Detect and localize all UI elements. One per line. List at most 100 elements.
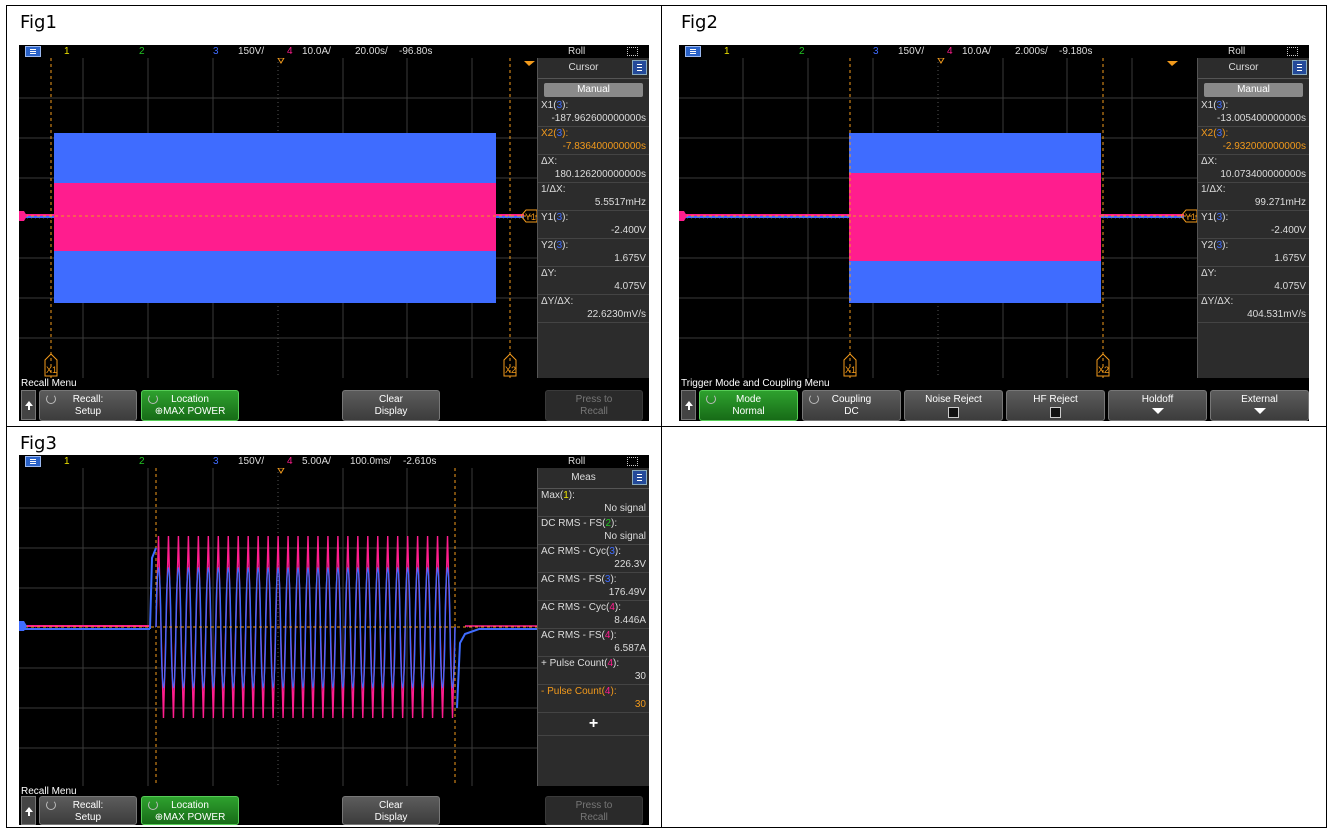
row-label: 1/ΔX: xyxy=(541,184,646,196)
cursor-row[interactable]: Y1(3): -2.400V xyxy=(538,211,649,239)
measurement-row[interactable]: AC RMS - FS(4): 6.587A xyxy=(538,629,649,657)
cursor-row[interactable]: ΔY/ΔX: 22.6230mV/s xyxy=(538,295,649,323)
rotate-knob-icon xyxy=(809,394,819,404)
svg-text:X1: X1 xyxy=(845,365,856,375)
cursor-row[interactable]: X1(3): -187.962600000000s xyxy=(538,99,649,127)
cursor-row[interactable]: X1(3): -13.005400000000s xyxy=(1198,99,1309,127)
ch4-label[interactable]: 4 xyxy=(287,45,293,58)
measurement-row[interactable]: DC RMS - FS(2): No signal xyxy=(538,517,649,545)
row-label: ΔY/ΔX: xyxy=(1201,296,1306,308)
softkey-bar: Recall Menu Recall: Setup Location ⊕MAX POW… xyxy=(19,378,649,421)
softkey-holdoff[interactable]: Holdoff xyxy=(1108,390,1207,421)
ch3-label[interactable]: 3 xyxy=(873,45,879,58)
row-label-text: AC RMS - Cyc( xyxy=(541,546,609,557)
scope-fig3: 1 2 3 150V/ 4 5.00A/ 100.0ms/ -2.610s Ro… xyxy=(19,455,649,825)
softkey-noise-reject[interactable]: Noise Reject xyxy=(904,390,1003,421)
cursor-row[interactable]: 1/ΔX: 5.5517mHz xyxy=(538,183,649,211)
row-label-suffix: ): xyxy=(610,686,616,697)
add-measurement-button[interactable]: + xyxy=(538,713,649,736)
softkey-value: Display xyxy=(343,812,439,824)
cursor-row[interactable]: Y2(3): 1.675V xyxy=(538,239,649,267)
cursor-row[interactable]: Y1(3): -2.400V xyxy=(1198,211,1309,239)
measurement-row[interactable]: + Pulse Count(4): 30 xyxy=(538,657,649,685)
row-label: Y1(3): xyxy=(541,212,646,224)
ch2-label[interactable]: 2 xyxy=(139,45,145,58)
row-label: Y2(3): xyxy=(1201,240,1306,252)
ch2-label[interactable]: 2 xyxy=(139,455,145,468)
row-label-suffix: ): xyxy=(1222,128,1228,139)
measurement-row[interactable]: Max(1): No signal xyxy=(538,489,649,517)
row-label-text: X1( xyxy=(541,100,557,111)
softkey-coupling[interactable]: Coupling DC xyxy=(802,390,901,421)
screen-icon[interactable] xyxy=(627,457,638,466)
ch1-label[interactable]: 1 xyxy=(64,45,70,58)
menu-icon[interactable] xyxy=(685,46,701,57)
softkey-value: Setup xyxy=(40,406,136,418)
cursor-row[interactable]: ΔY/ΔX: 404.531mV/s xyxy=(1198,295,1309,323)
softkey-recall[interactable]: Recall: Setup xyxy=(39,390,137,421)
status-bar: 1 2 3 150V/ 4 10.0A/ 2.000s/ -9.180s Rol… xyxy=(679,45,1309,58)
manual-button[interactable]: Manual xyxy=(544,83,643,97)
ch1-label[interactable]: 1 xyxy=(64,455,70,468)
timebase[interactable]: 2.000s/ xyxy=(1015,45,1048,58)
acq-mode[interactable]: Roll xyxy=(568,45,585,58)
softkey-recall[interactable]: Recall: Setup xyxy=(39,796,137,825)
back-up-button[interactable] xyxy=(21,390,36,420)
ch4-label[interactable]: 4 xyxy=(947,45,953,58)
ch3-label[interactable]: 3 xyxy=(213,455,219,468)
softkey-clear[interactable]: Clear Display xyxy=(342,796,440,825)
panel-menu-icon[interactable] xyxy=(1292,60,1307,75)
cursor-row[interactable]: X2(3): -2.932000000000s xyxy=(1198,127,1309,155)
softkey-external[interactable]: External xyxy=(1210,390,1309,421)
measurement-row[interactable]: - Pulse Count(4): 30 xyxy=(538,685,649,713)
back-up-button[interactable] xyxy=(681,390,696,420)
screen-icon[interactable] xyxy=(1287,47,1298,56)
timebase[interactable]: 20.00s/ xyxy=(355,45,388,58)
panel-menu-icon[interactable] xyxy=(632,470,647,485)
row-label-suffix: ): xyxy=(613,658,619,669)
row-label: ΔY/ΔX: xyxy=(541,296,646,308)
manual-button[interactable]: Manual xyxy=(1204,83,1303,97)
timebase[interactable]: 100.0ms/ xyxy=(350,455,391,468)
ch2-label[interactable]: 2 xyxy=(799,45,805,58)
panel-menu-icon[interactable] xyxy=(632,60,647,75)
ch3-label[interactable]: 3 xyxy=(213,45,219,58)
menu-icon[interactable] xyxy=(25,456,41,467)
menu-icon[interactable] xyxy=(25,46,41,57)
row-label: - Pulse Count(4): xyxy=(541,686,646,698)
screen-icon[interactable] xyxy=(627,47,638,56)
cursor-row[interactable]: Y2(3): 1.675V xyxy=(1198,239,1309,267)
softkey-mode[interactable]: Mode Normal xyxy=(699,390,798,421)
softkey-clear[interactable]: Clear Display xyxy=(342,390,440,421)
row-value: 1.675V xyxy=(1201,252,1306,265)
ch4-label[interactable]: 4 xyxy=(287,455,293,468)
cursor-row[interactable]: 1/ΔX: 99.271mHz xyxy=(1198,183,1309,211)
softkey-value: Recall xyxy=(546,406,642,418)
cursor-row[interactable]: X2(3): -7.836400000000s xyxy=(538,127,649,155)
measurement-row[interactable]: AC RMS - Cyc(4): 8.446A xyxy=(538,601,649,629)
row-label-suffix: ): xyxy=(615,602,621,613)
softkey-location[interactable]: Location ⊕MAX POWER xyxy=(141,390,239,421)
cursor-row[interactable]: ΔX: 10.073400000000s xyxy=(1198,155,1309,183)
delay[interactable]: -9.180s xyxy=(1059,45,1092,58)
cursor-row[interactable]: ΔY: 4.075V xyxy=(1198,267,1309,295)
panel-title: Meas xyxy=(538,472,629,483)
delay[interactable]: -2.610s xyxy=(403,455,436,468)
ch1-label[interactable]: 1 xyxy=(724,45,730,58)
menu-title: Trigger Mode and Coupling Menu xyxy=(681,378,830,390)
measurement-row[interactable]: AC RMS - FS(3): 176.49V xyxy=(538,573,649,601)
row-value: 6.587A xyxy=(541,642,646,655)
acq-mode[interactable]: Roll xyxy=(1228,45,1245,58)
softkey-label: Holdoff xyxy=(1109,394,1206,406)
cursor-row[interactable]: ΔY: 4.075V xyxy=(538,267,649,295)
acq-mode[interactable]: Roll xyxy=(568,455,585,468)
measurement-row[interactable]: AC RMS - Cyc(3): 226.3V xyxy=(538,545,649,573)
cursor-row[interactable]: ΔX: 180.126200000000s xyxy=(538,155,649,183)
softkey-hf-reject[interactable]: HF Reject xyxy=(1006,390,1105,421)
rotate-knob-icon xyxy=(148,394,158,404)
back-up-button[interactable] xyxy=(21,796,36,825)
row-value: 176.49V xyxy=(541,586,646,599)
delay[interactable]: -96.80s xyxy=(399,45,432,58)
row-label-suffix: ): xyxy=(562,128,568,139)
softkey-location[interactable]: Location ⊕MAX POWER xyxy=(141,796,239,825)
